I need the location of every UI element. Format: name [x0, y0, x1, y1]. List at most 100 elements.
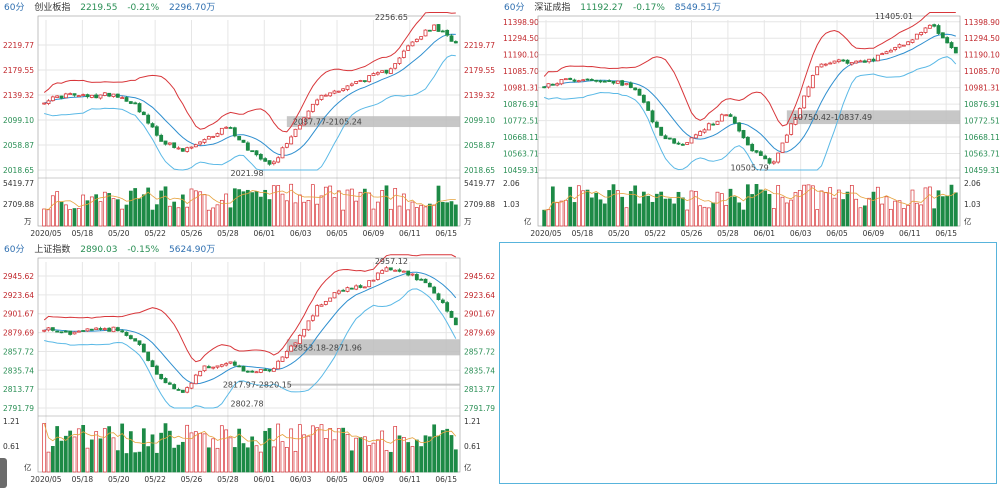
volume-bar — [754, 184, 759, 227]
volume-bar — [793, 192, 798, 227]
sidebar-handle[interactable] — [0, 458, 7, 488]
candle-body — [440, 30, 445, 33]
volume-bar — [410, 446, 415, 473]
candlestick-chart[interactable]: 11398.90 11398.90 11294.50 11294.50 11190.10… — [500, 0, 1000, 242]
volume-bar — [89, 439, 94, 473]
volume-bar — [237, 189, 242, 227]
period-label[interactable]: 60分 — [504, 3, 525, 13]
candle-body — [607, 80, 612, 83]
volume-bar — [50, 195, 55, 227]
volume-bar — [289, 183, 294, 227]
volume-unit-label: 亿 — [964, 216, 972, 226]
candle-body — [563, 78, 568, 81]
volume-bar — [176, 444, 181, 473]
candle-body — [219, 364, 224, 367]
volume-bar — [124, 453, 129, 473]
candle-body — [306, 110, 311, 119]
volume-bar — [906, 205, 911, 227]
x-tick-label: 06/09 — [363, 475, 385, 484]
candle-body — [367, 75, 372, 83]
period-label[interactable]: 60分 — [4, 245, 25, 255]
candle-body — [72, 331, 77, 335]
volume-bar — [267, 428, 272, 473]
y-tick-label-right: 2058.87 — [464, 141, 495, 150]
volume-bar — [198, 432, 203, 473]
period-label[interactable]: 60分 — [4, 3, 25, 13]
volume-bar — [185, 206, 190, 227]
y-tick-label-left: 2791.79 — [3, 404, 34, 413]
volume-bar — [172, 201, 177, 227]
volume-bar — [89, 196, 94, 227]
candle-body — [380, 70, 385, 73]
volume-unit-label: 亿 — [524, 216, 532, 226]
volume-bar — [767, 193, 772, 227]
y-tick-label-right: 2879.69 — [464, 329, 495, 338]
y-tick-label-right: 2791.79 — [464, 404, 495, 413]
volume-bar — [349, 188, 354, 227]
candlestick-chart[interactable]: 2945.62 2945.62 2923.64 2923.64 2901.67 2901.… — [0, 242, 498, 488]
candle-body — [332, 292, 337, 299]
candle-body — [336, 290, 341, 294]
volume-bar — [654, 193, 659, 227]
candle-body — [388, 267, 393, 271]
candle-body — [345, 287, 350, 292]
candle-body — [589, 79, 594, 81]
candle-body — [206, 136, 211, 140]
candle-body — [384, 267, 389, 272]
x-tick-label: 06/03 — [290, 229, 312, 238]
volume-bar — [98, 201, 103, 227]
volume-bar — [215, 447, 220, 473]
y-tick-label-left: 2879.69 — [3, 329, 34, 338]
volume-bar — [254, 445, 259, 473]
candle-body — [758, 151, 763, 156]
volume-bar — [672, 203, 677, 227]
candle-body — [406, 45, 411, 51]
volume-bar — [715, 191, 720, 227]
volume-bar — [306, 200, 311, 227]
price-annotation: 2853.18-2871.96 — [293, 343, 362, 352]
candle-body — [146, 114, 151, 124]
volume-bar — [76, 208, 81, 227]
candle-body — [42, 329, 47, 332]
candle-body — [393, 269, 398, 272]
candle-body — [85, 328, 90, 332]
volume-bar — [862, 205, 867, 227]
candle-body — [672, 138, 677, 144]
volume-bar — [81, 425, 86, 473]
empty-chart-slot[interactable] — [499, 242, 997, 484]
volume-bar — [280, 441, 285, 473]
candle-body — [211, 136, 216, 138]
index-price: 11192.27 — [580, 3, 624, 13]
volume-bar — [724, 205, 729, 227]
y-tick-label-right: 10563.71 — [964, 150, 1000, 159]
volume-bar — [215, 204, 220, 227]
volume-bar — [367, 192, 372, 227]
volume-tick-label: 0.61 — [3, 442, 20, 451]
volume-bar — [897, 200, 902, 227]
volume-bar — [845, 191, 850, 227]
volume-bar — [42, 423, 47, 473]
volume-bar — [832, 197, 837, 227]
volume-bar — [572, 202, 577, 227]
y-tick-label-right: 2857.72 — [464, 347, 495, 356]
volume-bar — [680, 197, 685, 227]
candlestick-chart[interactable]: 2219.77 2219.77 2179.55 2179.55 2139.32 2139.… — [0, 0, 498, 242]
volume-bar — [789, 199, 794, 227]
volume-bar — [910, 189, 915, 227]
candle-body — [180, 148, 185, 152]
x-tick-label: 05/28 — [717, 229, 739, 238]
candle-body — [167, 382, 172, 385]
volume-bar — [319, 424, 324, 473]
price-annotation: 2802.78 — [231, 400, 264, 409]
volume-bar — [81, 194, 86, 227]
volume-bar — [637, 203, 642, 227]
candle-body — [362, 286, 367, 289]
x-tick-label: 2020/05 — [30, 475, 61, 484]
volume-bar — [63, 435, 68, 473]
volume-bar — [419, 446, 424, 473]
volume-bar — [763, 190, 768, 227]
candle-body — [414, 274, 419, 281]
candle-body — [555, 83, 560, 86]
volume-bar — [315, 427, 320, 473]
volume-bar — [219, 425, 224, 473]
